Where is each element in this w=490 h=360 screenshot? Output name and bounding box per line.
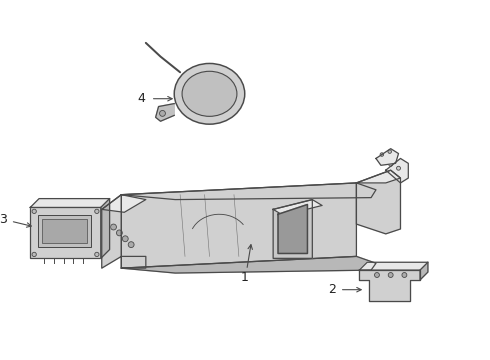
Polygon shape xyxy=(156,104,174,121)
Circle shape xyxy=(194,84,200,90)
Polygon shape xyxy=(356,170,400,183)
Circle shape xyxy=(207,77,213,83)
Polygon shape xyxy=(273,199,312,258)
Circle shape xyxy=(128,242,134,248)
Circle shape xyxy=(95,252,99,257)
Circle shape xyxy=(95,209,99,213)
Circle shape xyxy=(215,105,220,112)
Text: 1: 1 xyxy=(241,271,249,284)
Bar xyxy=(42,219,87,243)
Polygon shape xyxy=(359,262,428,270)
Text: 3: 3 xyxy=(0,213,7,226)
Polygon shape xyxy=(122,183,376,199)
Polygon shape xyxy=(122,256,376,273)
Polygon shape xyxy=(122,183,356,268)
Circle shape xyxy=(396,166,400,170)
Polygon shape xyxy=(101,199,110,258)
Circle shape xyxy=(389,162,392,166)
Circle shape xyxy=(374,273,379,278)
Text: 2: 2 xyxy=(328,283,336,296)
Circle shape xyxy=(160,111,166,116)
Circle shape xyxy=(380,153,384,156)
Circle shape xyxy=(388,150,392,153)
Circle shape xyxy=(222,96,228,102)
Polygon shape xyxy=(376,149,398,165)
Polygon shape xyxy=(356,170,400,234)
Circle shape xyxy=(111,224,117,230)
Circle shape xyxy=(388,273,393,278)
Polygon shape xyxy=(30,199,110,207)
Polygon shape xyxy=(102,195,146,268)
Polygon shape xyxy=(102,195,146,212)
Polygon shape xyxy=(386,158,408,183)
Circle shape xyxy=(32,209,36,213)
Polygon shape xyxy=(420,262,428,280)
Bar xyxy=(30,207,101,258)
Circle shape xyxy=(122,236,128,242)
Text: 4: 4 xyxy=(137,92,145,105)
Ellipse shape xyxy=(182,71,237,116)
Circle shape xyxy=(199,105,205,112)
Ellipse shape xyxy=(174,63,245,124)
Polygon shape xyxy=(273,199,322,215)
Bar xyxy=(38,215,91,247)
Polygon shape xyxy=(278,204,307,253)
Circle shape xyxy=(402,273,407,278)
Circle shape xyxy=(117,230,122,236)
Circle shape xyxy=(191,96,197,102)
Circle shape xyxy=(32,252,36,257)
Polygon shape xyxy=(359,270,420,301)
Circle shape xyxy=(220,84,225,90)
